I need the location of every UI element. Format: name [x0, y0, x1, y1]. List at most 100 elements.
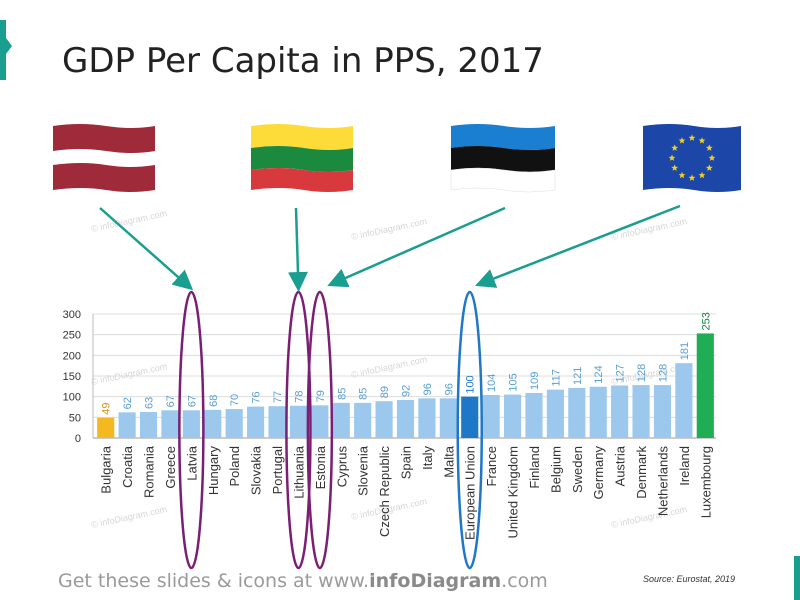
y-tick-label: 250 [63, 330, 81, 342]
bar-latvia [182, 410, 200, 438]
x-tick-label: Greece [163, 446, 178, 489]
eu-star-icon [668, 154, 676, 161]
data-label: 76 [251, 391, 263, 403]
bar-czech-republic [375, 401, 393, 438]
left-accent-bar [0, 20, 6, 80]
data-label: 181 [679, 342, 691, 360]
x-tick-label: Spain [399, 446, 414, 479]
lithuania-flag-icon [251, 124, 353, 192]
x-tick-label: Belgium [548, 446, 563, 493]
data-label: 67 [165, 395, 177, 407]
highlight-ellipse-european-union [456, 290, 483, 570]
x-tick-label: Slovenia [356, 445, 371, 496]
x-tick-label: Estonia [313, 445, 328, 489]
data-label: 67 [186, 395, 198, 407]
eu-star-icon [678, 171, 686, 179]
latvia-flag-icon [53, 124, 155, 192]
watermark-text: © infoDiagram.com [90, 504, 168, 530]
data-label: 79 [315, 390, 327, 402]
x-tick-label: Cyprus [334, 446, 349, 488]
highlight-ellipse-lithuania [285, 290, 312, 570]
x-tick-label: Slovakia [249, 445, 264, 495]
x-tick-label: Netherlands [655, 446, 670, 517]
eu-star-icon [688, 134, 696, 141]
x-tick-label: Finland [527, 446, 542, 489]
data-label: 124 [593, 365, 605, 383]
page-title: GDP Per Capita in PPS, 2017 [62, 40, 544, 81]
bar-belgium [546, 389, 564, 438]
x-tick-label: Lithuania [291, 445, 306, 499]
x-tick-label: Latvia [184, 445, 199, 480]
bar-estonia [311, 405, 329, 438]
x-tick-label: Luxembourg [698, 446, 713, 518]
y-tick-label: 100 [63, 392, 81, 404]
pointer-arrow [475, 204, 681, 288]
x-tick-label: Czech Republic [377, 446, 392, 538]
watermark-text: © infoDiagram.com [90, 361, 168, 387]
x-tick-label: Ireland [677, 446, 692, 486]
bar-germany [589, 386, 607, 438]
data-label: 63 [144, 397, 156, 409]
data-label: 85 [336, 388, 348, 400]
data-label: 62 [122, 397, 134, 409]
data-label: 96 [422, 383, 434, 395]
y-tick-label: 150 [63, 371, 81, 383]
y-tick-label: 0 [75, 433, 81, 445]
x-tick-label: Sweden [570, 446, 585, 493]
data-label: 253 [700, 312, 712, 330]
eu-star-icon [688, 174, 696, 181]
bar-sweden [568, 387, 586, 438]
eu-star-icon [705, 144, 713, 151]
bar-italy [418, 398, 436, 438]
bar-united-kingdom [504, 394, 522, 438]
right-accent-bar [794, 556, 800, 600]
eu-star-icon [705, 164, 713, 171]
bar-ireland [675, 363, 693, 438]
source-note: Source: Eurostat, 2019 [643, 574, 736, 584]
eu-star-icon [708, 154, 716, 161]
footer-prefix: Get these slides & icons at www. [58, 570, 370, 592]
bar-portugal [268, 406, 286, 438]
watermark-text: © infoDiagram.com [610, 504, 688, 530]
x-tick-label: Bulgaria [99, 445, 114, 493]
bar-malta [439, 398, 457, 438]
bar-european-union [461, 396, 479, 438]
eu-flag-icon [643, 124, 741, 192]
data-label: 96 [443, 383, 455, 395]
bar-netherlands [653, 385, 672, 438]
bar-france [482, 395, 500, 438]
bar-luxembourg [696, 333, 714, 438]
bar-austria [611, 385, 629, 438]
data-label: 70 [229, 394, 241, 406]
x-tick-label: Austria [613, 445, 628, 486]
pointer-arrow [287, 207, 308, 292]
left-accent-notch [6, 38, 12, 54]
data-label: 89 [379, 386, 391, 398]
bar-denmark [632, 385, 650, 438]
footer-promo: Get these slides & icons at www.infoDiag… [58, 570, 548, 592]
x-tick-label: United Kingdom [506, 446, 521, 539]
highlight-ellipse-estonia [306, 290, 334, 570]
bar-lithuania [289, 405, 307, 438]
x-tick-label: Hungary [206, 446, 221, 496]
bar-bulgaria [97, 417, 115, 438]
eu-star-icon [678, 137, 686, 144]
bar-croatia [118, 412, 136, 438]
data-label: 85 [358, 388, 370, 400]
data-label: 128 [657, 364, 669, 382]
bar-slovakia [247, 406, 265, 438]
footer-brand: infoDiagram [369, 570, 502, 592]
pointer-arrow [327, 206, 506, 288]
data-label: 128 [636, 364, 648, 382]
eu-star-icon [671, 144, 679, 151]
bar-romania [139, 411, 158, 438]
footer-suffix: .com [501, 570, 548, 592]
x-tick-label: Germany [591, 446, 606, 500]
x-tick-label: Portugal [270, 446, 285, 495]
data-label: 77 [272, 391, 284, 403]
x-tick-label: Romania [142, 445, 157, 498]
bar-greece [161, 410, 179, 438]
pointer-arrow [99, 207, 194, 291]
x-tick-label: Malta [441, 445, 456, 478]
